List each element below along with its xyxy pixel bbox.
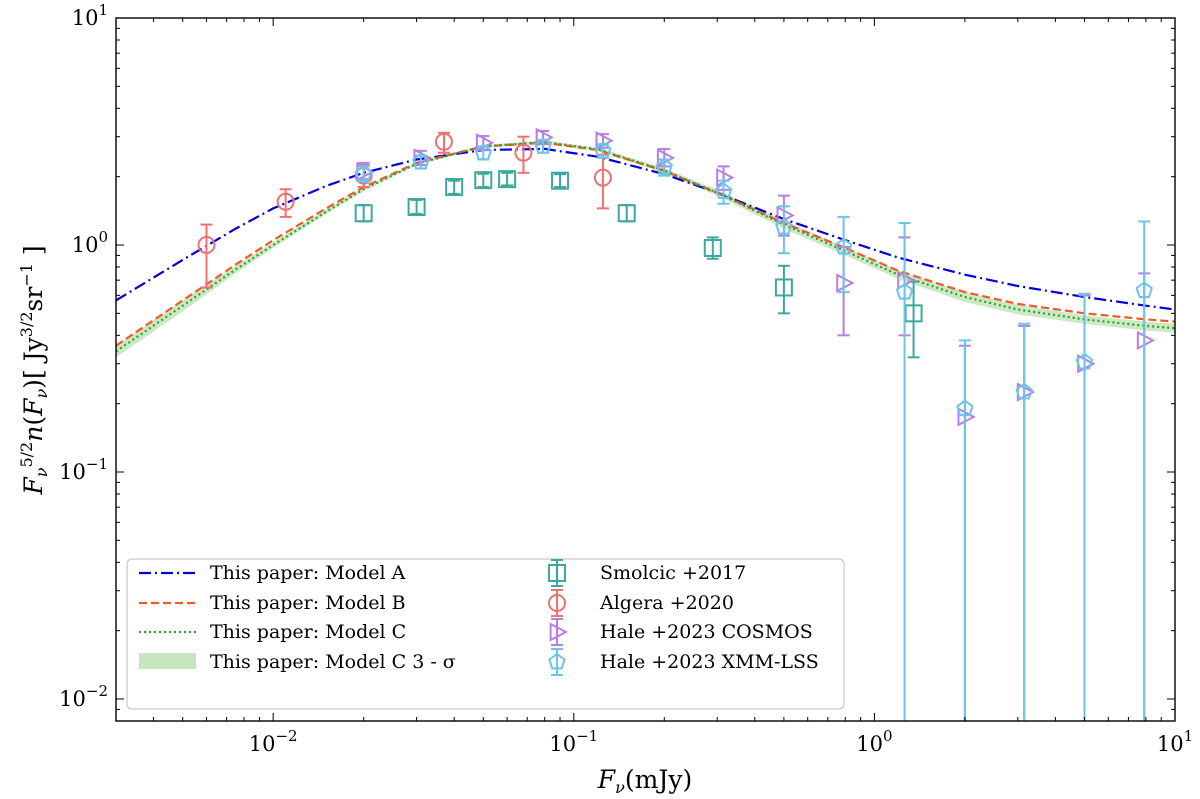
data-point (655, 158, 674, 175)
data-point (474, 143, 493, 161)
data-point (445, 178, 464, 197)
data-point (354, 164, 373, 182)
x-tick-label-base: 10 (249, 732, 276, 756)
legend-label: Hale +2023 COSMOS (600, 621, 813, 643)
data-point (551, 171, 570, 190)
legend-marker (548, 564, 566, 582)
y-tick-label: 100 (72, 228, 108, 257)
y-axis-label: Fν5/2n(Fν)[ Jy3/2sr−1 ] (17, 245, 51, 495)
data-point (474, 171, 493, 190)
y-tick-label: 101 (72, 1, 108, 30)
data-point (834, 237, 853, 255)
legend-label: This paper: Model C (210, 621, 406, 643)
legend-swatch-band (139, 653, 196, 669)
x-tick-label-exponent: 0 (883, 727, 893, 745)
legend-marker (548, 652, 566, 670)
y-tick-label-exponent: 1 (98, 1, 108, 19)
x-tick-label-base: 10 (549, 732, 576, 756)
data-point (1075, 352, 1094, 370)
y-tick-label-base: 10 (72, 233, 99, 257)
data-point (498, 170, 517, 189)
data-point (535, 127, 554, 148)
data-point (593, 168, 612, 187)
y-tick-label: 10−2 (59, 682, 108, 711)
data-point (594, 141, 612, 159)
legend-marker (549, 622, 568, 642)
data-point (514, 143, 533, 162)
legend-label: This paper: Model C 3 - σ (210, 651, 456, 673)
data-point (895, 282, 914, 300)
legend-label: Smolcic +2017 (600, 562, 746, 584)
model-curve-c (116, 140, 1175, 353)
legend-label: Algera +2020 (599, 592, 734, 614)
data-point (836, 273, 855, 293)
x-tick-label-base: 10 (856, 732, 883, 756)
data-point (534, 137, 552, 154)
data-point (956, 399, 974, 417)
data-point (774, 278, 793, 297)
data-point (276, 192, 295, 211)
x-axis-label: Fν(mJy) (597, 765, 692, 797)
y-tick-label-exponent: 0 (98, 228, 108, 246)
data-point (775, 217, 793, 235)
legend-marker (548, 594, 566, 612)
y-tick-label-base: 10 (59, 460, 86, 484)
data-point (904, 304, 923, 323)
data-point (703, 239, 722, 258)
x-tick-label: 100 (856, 727, 892, 756)
data-point (354, 204, 373, 223)
data-point (617, 204, 636, 223)
x-tick-label-exponent: −1 (576, 727, 598, 745)
x-tick-label: 101 (1157, 727, 1193, 756)
data-point (656, 148, 676, 168)
y-tick-label-exponent: −2 (86, 682, 108, 700)
data-point (434, 132, 453, 151)
data-point (1136, 330, 1156, 351)
data-point (197, 236, 216, 255)
data-point (1015, 382, 1033, 400)
data-point (714, 182, 733, 199)
data-point (412, 152, 430, 170)
y-tick-label-exponent: −1 (86, 455, 108, 473)
plot-area (116, 127, 1175, 721)
model-curve-b (116, 141, 1175, 347)
dataset-smolcic-2017 (354, 170, 923, 359)
legend-label: This paper: Model A (210, 562, 406, 584)
data-point (407, 198, 426, 217)
legend-label: This paper: Model B (210, 592, 406, 614)
data-point (957, 407, 976, 427)
x-tick-label: 10−1 (549, 727, 598, 756)
legend: This paper: Model A This paper: Model B Th… (126, 558, 845, 710)
legend-label: Hale +2023 XMM-LSS (600, 651, 819, 673)
y-tick-label: 10−1 (59, 455, 108, 484)
model-curve-a (116, 147, 1175, 311)
x-tick-label: 10−2 (249, 727, 298, 756)
y-tick-label-base: 10 (72, 6, 99, 30)
legend-box (126, 558, 845, 710)
x-tick-label-exponent: −2 (275, 727, 297, 745)
data-point (1135, 281, 1153, 298)
dataset-hale-2023-xmm-lss (354, 137, 1153, 721)
x-tick-label-exponent: 1 (1184, 727, 1194, 745)
x-tick-label-base: 10 (1157, 732, 1184, 756)
y-tick-label-base: 10 (59, 687, 86, 711)
plot-frame (115, 17, 1176, 722)
